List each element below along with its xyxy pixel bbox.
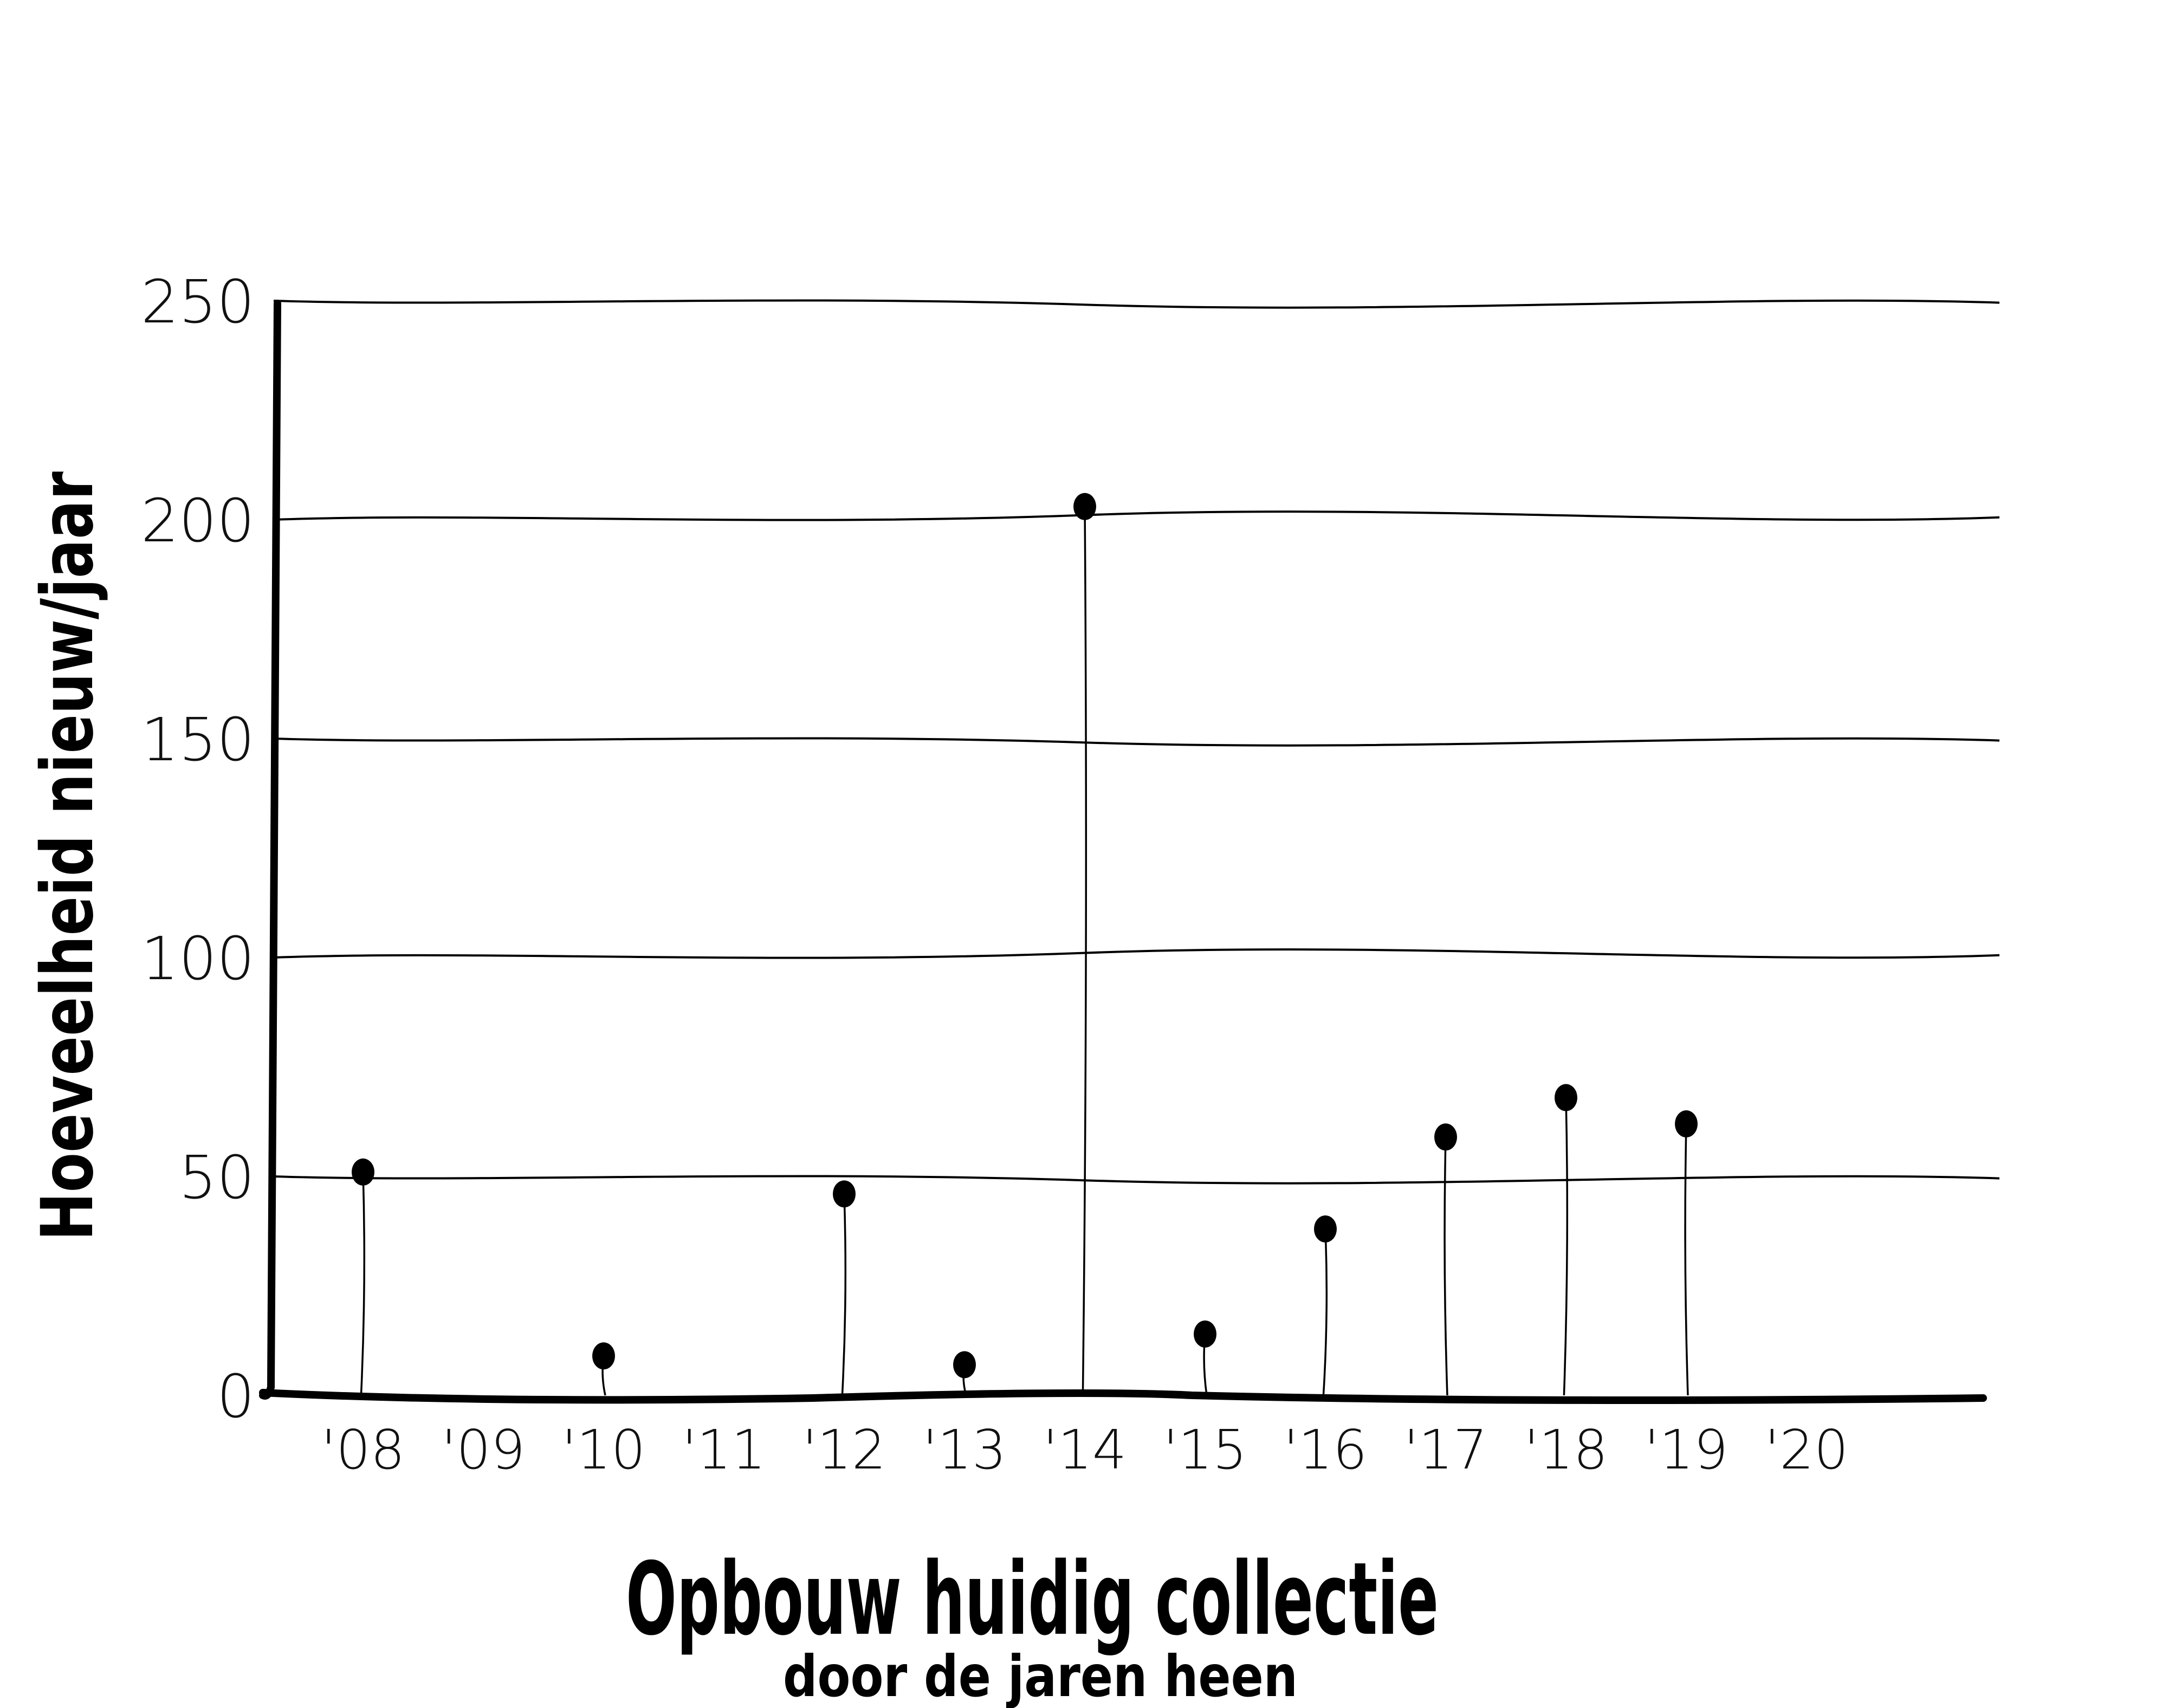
gridline [273, 737, 2000, 747]
x-tick-label: '15 [1163, 1418, 1247, 1481]
gridline [273, 510, 2000, 521]
y-axis-label: Hoeveelheid nieuw/jaar [26, 471, 109, 1241]
x-tick-label: '16 [1284, 1418, 1368, 1481]
data-point [1314, 1215, 1337, 1243]
points [352, 493, 1698, 1379]
gridline [273, 948, 2000, 959]
gridline [273, 299, 2000, 309]
y-tick-label: 50 [179, 1143, 255, 1212]
x-tick-label: '12 [802, 1418, 886, 1481]
gridline [273, 1175, 2000, 1185]
x-tick-labels: '08 '09 '10 '11 '12 '13 '14 '15 '16 '17 '18 '19 '20 [321, 1418, 1849, 1481]
data-point [352, 1158, 374, 1186]
data-point [833, 1180, 856, 1208]
x-tick-label: '09 [442, 1418, 526, 1481]
y-tick-label: 100 [141, 924, 255, 993]
point-stem [1082, 506, 1088, 1396]
axes [259, 300, 1987, 1404]
gridlines [273, 299, 2000, 1185]
data-point [1675, 1110, 1698, 1138]
x-tick-label: '13 [923, 1418, 1007, 1481]
point-stem [360, 1172, 366, 1396]
x-axis-line [259, 1389, 1987, 1404]
chart-title: Opbouw huidig collectie [626, 1541, 1439, 1658]
y-tick-label: 0 [217, 1362, 255, 1431]
x-tick-label: '10 [562, 1418, 646, 1481]
x-tick-label: '20 [1765, 1418, 1849, 1481]
x-tick-label: '14 [1043, 1418, 1127, 1481]
point-stem [1563, 1097, 1569, 1396]
chart-subtitle: door de jaren heen [783, 1644, 1298, 1708]
point-stem [1443, 1137, 1448, 1396]
data-point [592, 1342, 615, 1370]
data-point [1555, 1084, 1577, 1111]
x-tick-label: '08 [321, 1418, 405, 1481]
data-point [1194, 1320, 1216, 1348]
x-tick-label: '11 [682, 1418, 766, 1481]
point-stem [841, 1194, 847, 1396]
y-axis-line [259, 300, 281, 1400]
x-tick-label: '19 [1645, 1418, 1729, 1481]
x-tick-label: '17 [1404, 1418, 1488, 1481]
y-tick-label: 250 [141, 267, 255, 337]
y-tick-labels: 0 50 100 150 200 250 [141, 267, 255, 1431]
data-point [1073, 493, 1096, 520]
point-stem [1684, 1124, 1689, 1396]
y-tick-label: 150 [141, 705, 255, 774]
x-tick-label: '18 [1524, 1418, 1608, 1481]
y-tick-label: 200 [141, 486, 255, 555]
data-point [953, 1351, 976, 1379]
point-stem [1322, 1228, 1328, 1396]
data-point [1434, 1123, 1457, 1151]
